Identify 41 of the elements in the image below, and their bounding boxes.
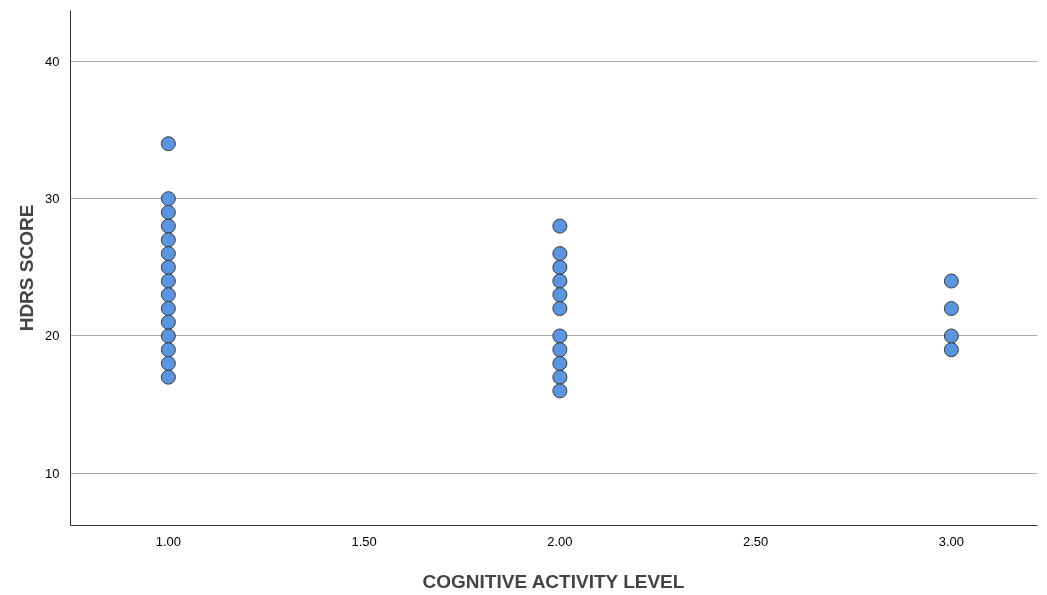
point [552,218,568,234]
point [160,204,176,220]
y-tick-label: 30 [45,191,60,207]
point [160,314,176,330]
point [160,191,176,207]
y-tick-label: 10 [45,465,60,481]
x-axis-title: COGNITIVE ACTIVITY LEVEL [422,570,685,592]
x-tick-label: 2.00 [547,533,573,549]
point [552,259,568,275]
point [943,301,959,316]
point [160,369,176,385]
point [552,246,568,262]
point [943,328,959,344]
point [160,328,176,344]
point [160,301,176,316]
point [552,328,568,344]
point [943,342,959,358]
point [160,287,176,303]
point [552,383,568,399]
point [943,273,959,289]
point [160,259,176,275]
y-tick-label: 40 [45,53,60,69]
point [160,218,176,234]
y-axis-title: HDRS SCORE [16,204,38,332]
point [552,273,568,289]
point [160,246,176,262]
point [160,273,176,289]
y-tick-label: 20 [45,328,60,344]
x-tick-label: 3.00 [938,533,965,549]
x-tick-label: 1.50 [351,533,377,549]
point [552,342,568,358]
point [160,342,176,358]
point [552,287,568,303]
point [160,136,176,152]
x-tick-label: 2.50 [742,533,769,549]
point [552,355,568,371]
point [552,301,568,316]
x-tick-label: 1.00 [155,533,182,549]
point [160,355,176,371]
point [160,232,176,248]
point [552,369,568,385]
